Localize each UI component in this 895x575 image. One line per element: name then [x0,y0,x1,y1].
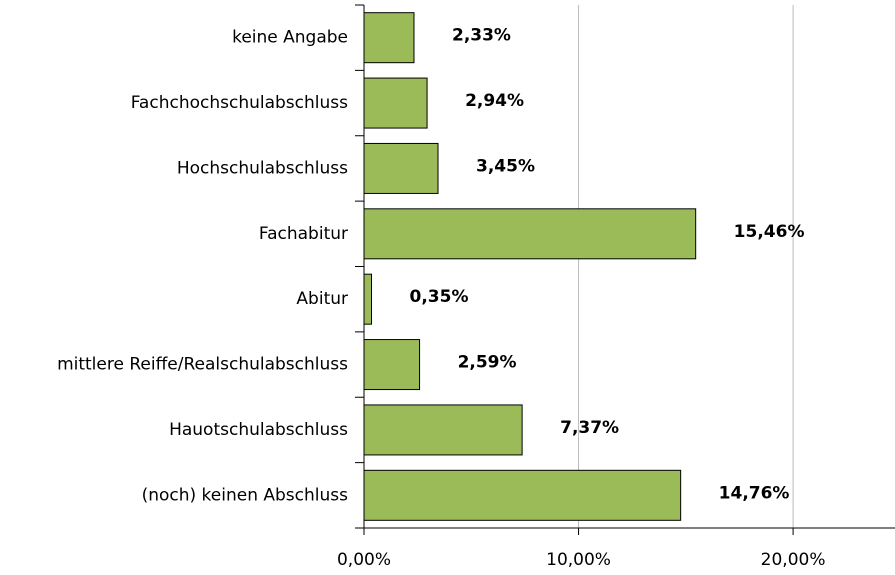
bar [363,339,421,391]
value-label: 2,33% [452,26,511,46]
y-tick-label: Hauotschulabschluss [169,420,348,440]
value-label: 15,46% [734,222,805,242]
y-tick-label: Abitur [296,289,348,309]
bar [363,469,682,521]
y-tick-label: Hochschulabschluss [177,158,348,178]
y-tick-label: keine Angabe [232,28,348,48]
x-tick-label: 0,00% [337,550,391,570]
y-tick-label: Fachabitur [259,224,348,244]
value-label: 14,76% [719,483,790,503]
bar [363,273,373,325]
x-tick-label: 20,00% [761,550,826,570]
value-label: 7,37% [560,418,619,438]
bar [363,404,523,456]
value-label: 2,59% [458,353,517,373]
bar [363,142,439,194]
value-label: 3,45% [476,156,535,176]
bar [363,77,428,129]
x-tick-label: 10,00% [546,550,611,570]
y-tick-label: Fachchochschulabschluss [131,93,348,113]
value-label: 2,94% [465,91,524,111]
bar [363,12,415,64]
bar [363,208,697,260]
y-tick-label: mittlere Reiffe/Realschulabschluss [57,355,348,375]
y-tick-label: (noch) keinen Abschluss [142,485,349,505]
value-label: 0,35% [410,287,469,307]
